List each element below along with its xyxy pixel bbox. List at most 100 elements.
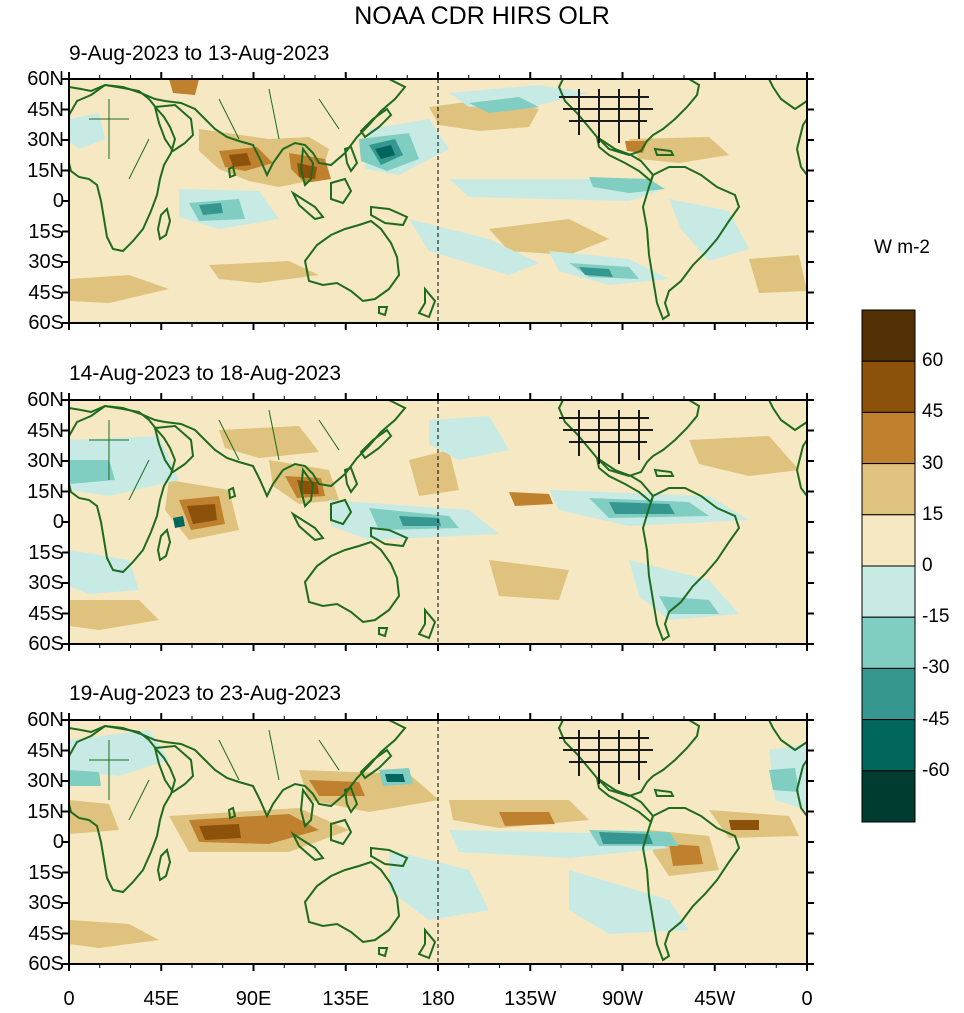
lat-label: 45S: [28, 922, 64, 945]
colorbar-label: -15: [922, 606, 950, 628]
negative-anomaly: [199, 203, 223, 215]
lat-label: 60N: [27, 709, 64, 731]
colorbar-swatch: [861, 719, 916, 772]
colorbar-swatch: [861, 360, 916, 413]
lon-label: 45W: [694, 988, 736, 1010]
colorbar-label: 15: [922, 503, 944, 525]
lat-label: 15S: [28, 541, 64, 564]
negative-anomaly: [769, 768, 799, 792]
panel-2-date-range: 14-Aug-2023 to 18-Aug-2023: [69, 362, 342, 385]
positive-anomaly: [199, 824, 241, 840]
negative-anomaly: [469, 97, 539, 113]
negative-anomaly: [409, 219, 539, 275]
lat-label: 15N: [27, 800, 64, 823]
country-borders: [89, 409, 340, 501]
lon-label: 135E: [322, 988, 370, 1010]
colorbar-swatch: [861, 667, 916, 721]
figure-title: NOAA CDR HIRS OLR: [354, 2, 610, 30]
positive-anomaly: [489, 219, 609, 255]
positive-anomaly: [209, 261, 319, 283]
lat-label: 30N: [27, 770, 64, 792]
negative-anomaly: [173, 516, 185, 528]
negative-anomaly: [69, 460, 115, 484]
positive-anomaly: [169, 79, 199, 95]
lon-label: 90W: [601, 988, 644, 1010]
colorbar-swatch: [861, 565, 916, 618]
colorbar-swatch: [861, 770, 916, 823]
panel-1-map: [62, 72, 814, 330]
lat-label: 15N: [27, 480, 64, 503]
positive-anomaly: [409, 450, 459, 496]
panel-3-date-range: 19-Aug-2023 to 23-Aug-2023: [69, 682, 342, 705]
map-ticks: [62, 713, 814, 971]
colorbar: [861, 309, 916, 823]
negative-anomaly: [69, 550, 139, 594]
positive-anomaly: [669, 844, 703, 866]
lat-label: 45N: [27, 739, 64, 762]
colorbar-label: 45: [922, 401, 944, 423]
lat-label: 45S: [28, 281, 64, 304]
lat-label: 60S: [28, 953, 64, 975]
lat-label: 60N: [27, 389, 64, 411]
colorbar-units: W m-2: [874, 237, 930, 258]
negative-anomaly: [569, 870, 689, 934]
positive-anomaly: [489, 560, 569, 600]
positive-anomaly: [689, 436, 799, 476]
negative-anomaly: [669, 199, 749, 261]
us-state-borders: [559, 89, 653, 143]
lat-label: 15N: [27, 159, 64, 182]
lat-label: 15S: [28, 220, 64, 243]
negative-anomaly: [385, 774, 405, 782]
lat-label: 30S: [28, 892, 64, 914]
lat-label: 30S: [28, 572, 64, 594]
lat-label: 60S: [28, 312, 64, 334]
positive-anomaly: [229, 153, 251, 167]
lat-label: 30S: [28, 251, 64, 273]
colorbar-swatch: [861, 309, 916, 362]
colorbar-label: 60: [922, 350, 944, 372]
lat-label: 30N: [27, 450, 64, 472]
lat-label: 0: [52, 190, 64, 212]
positive-anomaly: [219, 426, 319, 458]
positive-anomaly: [309, 780, 365, 796]
colorbar-label: -60: [922, 759, 950, 781]
negative-anomaly: [69, 730, 169, 776]
panel-3-map: [62, 713, 814, 971]
negative-anomaly: [69, 113, 105, 149]
negative-anomaly: [599, 832, 653, 844]
lat-label: 0: [52, 511, 64, 533]
positive-anomaly: [69, 600, 159, 630]
lat-label: 30N: [27, 129, 64, 151]
positive-anomaly: [187, 504, 217, 524]
positive-anomaly: [69, 275, 169, 303]
colorbar-swatch: [861, 616, 916, 669]
lat-label: 45N: [27, 98, 64, 121]
panel-1-date-range: 9-Aug-2023 to 13-Aug-2023: [69, 42, 330, 65]
map-ticks: [62, 393, 814, 651]
us-state-borders: [559, 410, 653, 464]
panel-2-map: [62, 393, 814, 651]
map-ticks: [62, 72, 814, 330]
colorbar-swatch: [861, 411, 916, 465]
colorbar-label: -45: [922, 708, 950, 730]
lon-label: 90E: [235, 988, 272, 1010]
positive-anomaly: [629, 137, 729, 163]
colorbar-swatch: [861, 514, 916, 567]
negative-anomaly: [389, 850, 489, 920]
negative-anomaly: [399, 516, 441, 526]
colorbar-label: 0: [922, 555, 933, 576]
lat-label: 45N: [27, 419, 64, 442]
lat-label: 0: [52, 831, 64, 853]
colorbar-label: -30: [922, 657, 950, 679]
negative-anomaly: [659, 596, 719, 614]
lon-label: 0: [801, 988, 813, 1010]
lon-label: 135W: [504, 988, 557, 1010]
country-borders: [89, 88, 340, 180]
positive-anomaly: [509, 492, 553, 506]
lat-label: 60S: [28, 633, 64, 655]
lat-label: 15S: [28, 861, 64, 884]
negative-anomaly: [579, 267, 613, 277]
lat-label: 60N: [27, 68, 64, 90]
lon-label: 180: [421, 988, 455, 1010]
